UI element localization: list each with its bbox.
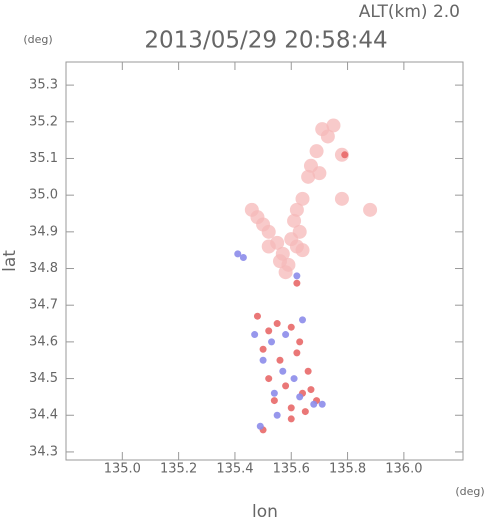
altitude-annotation: ALT(km) 2.0 [359, 2, 460, 22]
echo-point [282, 331, 290, 339]
echo-point [270, 389, 278, 397]
echo-point [239, 254, 247, 262]
echo-point [273, 411, 281, 419]
x-unit: (deg) [455, 485, 484, 498]
echo-point [296, 338, 304, 346]
echo-point [273, 320, 281, 328]
echo-point [270, 397, 278, 405]
echo-point [341, 151, 349, 159]
echo-point [265, 375, 273, 383]
y-axis-label: lat [0, 250, 20, 272]
echo-point [320, 129, 335, 144]
y-tick-label: 34.8 [29, 261, 58, 276]
echo-point [278, 265, 293, 280]
echo-point [295, 243, 310, 258]
echo-point [295, 191, 310, 206]
echo-point [290, 375, 298, 383]
echo-point [304, 367, 312, 375]
echo-point [363, 202, 378, 217]
echo-point [256, 422, 264, 430]
echo-point [296, 393, 304, 401]
y-tick-label: 35.1 [29, 151, 58, 166]
echo-point [318, 400, 326, 408]
echo-point [268, 338, 276, 346]
echo-point [301, 169, 316, 184]
y-tick-label: 35.3 [29, 78, 58, 93]
plot-frame [65, 61, 464, 461]
echo-point [309, 144, 324, 159]
y-tick-label: 34.3 [29, 444, 58, 459]
chart-title: 2013/05/29 20:58:44 [144, 28, 387, 54]
echo-point [289, 202, 304, 217]
echo-point [287, 404, 295, 412]
x-tick-label: 135.4 [216, 462, 253, 477]
x-axis-label: lon [252, 502, 278, 521]
echo-point [261, 224, 276, 239]
echo-point [326, 118, 341, 133]
echo-point [301, 408, 309, 416]
x-tick-label: 135.2 [160, 462, 197, 477]
y-tick-label: 34.9 [29, 224, 58, 239]
x-tick-label: 136.0 [385, 462, 422, 477]
echo-point [287, 213, 302, 228]
y-unit: (deg) [23, 33, 52, 46]
y-tick-label: 34.4 [29, 408, 58, 423]
echo-point [310, 400, 318, 408]
x-tick-label: 135.8 [329, 462, 366, 477]
echo-point [261, 239, 276, 254]
echo-point [251, 331, 259, 339]
y-tick-label: 34.7 [29, 298, 58, 313]
echo-point [334, 191, 349, 206]
echo-point [279, 367, 287, 375]
echo-point [253, 312, 261, 320]
echo-point [287, 323, 295, 331]
echo-point [287, 415, 295, 423]
echo-point [293, 349, 301, 357]
echo-point [265, 327, 273, 335]
echo-point [293, 272, 301, 280]
echo-point [299, 316, 307, 324]
echo-point [259, 345, 267, 353]
echo-point [282, 382, 290, 390]
echo-point [259, 356, 267, 364]
y-tick-label: 35.2 [29, 114, 58, 129]
echo-point [234, 250, 242, 258]
y-tick-label: 34.5 [29, 371, 58, 386]
x-tick-label: 135.0 [104, 462, 141, 477]
x-tick-label: 135.6 [273, 462, 310, 477]
echo-point [307, 386, 315, 394]
y-tick-label: 35.0 [29, 188, 58, 203]
echo-point [272, 254, 287, 269]
echo-point [293, 279, 301, 287]
echo-point [312, 166, 327, 181]
echo-point [276, 356, 284, 364]
y-tick-label: 34.6 [29, 334, 58, 349]
